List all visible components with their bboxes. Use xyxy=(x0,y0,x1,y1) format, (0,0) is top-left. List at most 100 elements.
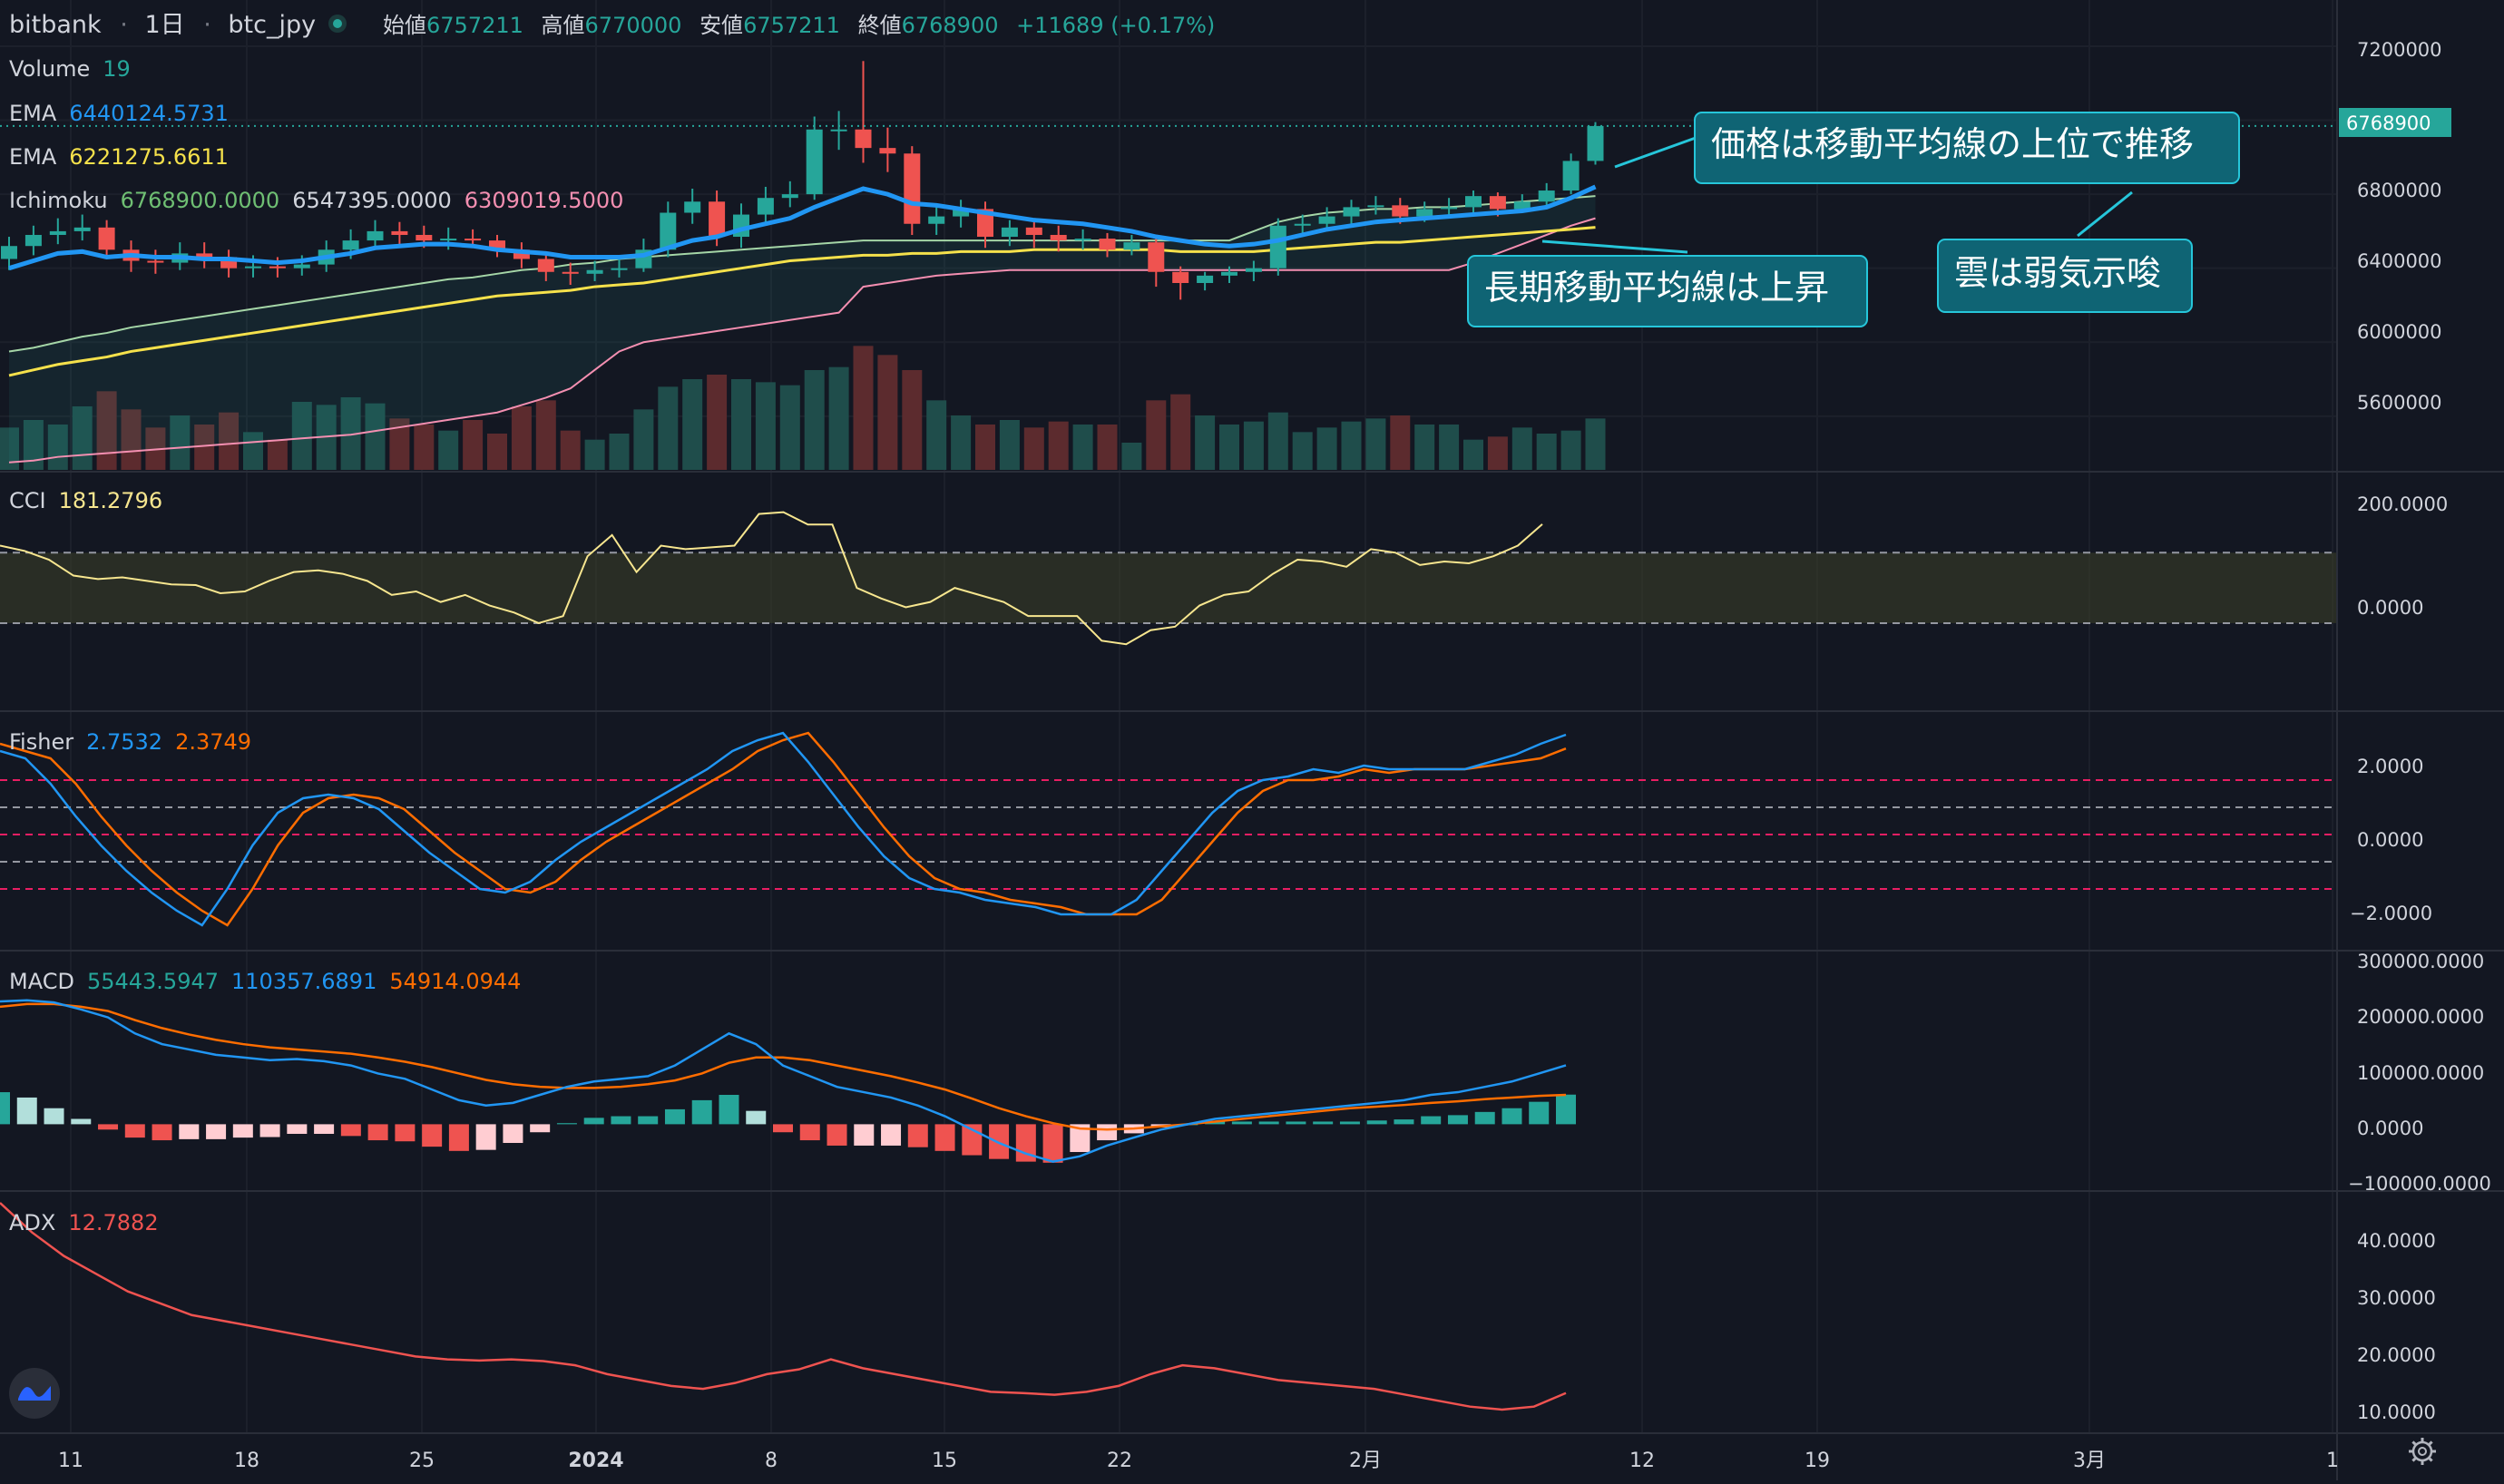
callout-text: 価格は移動平均線の上位で推移 xyxy=(1711,124,2194,164)
price-tick: 6400000 xyxy=(2357,250,2442,272)
cci-tick: 0.0000 xyxy=(2357,597,2423,619)
volume-bar xyxy=(1146,400,1167,470)
candle-body xyxy=(1001,227,1018,238)
adx-pane xyxy=(0,1202,1567,1411)
candle-body xyxy=(391,230,408,235)
candle-body xyxy=(855,129,872,149)
time-label: 12 xyxy=(1629,1450,1655,1472)
volume-bar xyxy=(779,385,800,470)
fisher-tick: 0.0000 xyxy=(2357,829,2423,851)
cci-axis[interactable]: 200.0000 0.0000 xyxy=(2357,493,2448,619)
callout-text: 長期移動平均線は上昇 xyxy=(1484,268,1829,308)
volume-bar xyxy=(1023,427,1044,470)
ichimoku-cloud xyxy=(9,196,1596,463)
macd-legend[interactable]: MACD 55443.5947 110357.6891 54914.0944 xyxy=(9,969,521,994)
volume-bar xyxy=(96,391,117,470)
candle-body xyxy=(1416,209,1433,217)
volume-bar xyxy=(389,418,410,470)
fisher-axis[interactable]: 2.0000 0.0000 −2.0000 xyxy=(2350,756,2432,924)
adx-tick: 10.0000 xyxy=(2357,1401,2436,1423)
candle-body xyxy=(1367,205,1384,208)
macd-histogram-bar xyxy=(989,1124,1010,1159)
candle-body xyxy=(342,240,359,250)
volume-bar xyxy=(1585,418,1606,470)
ema2-legend[interactable]: EMA 6221275.6611 xyxy=(9,144,229,170)
adx-tick: 40.0000 xyxy=(2357,1230,2436,1252)
volume-bar xyxy=(1121,443,1142,470)
candle-body xyxy=(953,209,970,217)
symbol-label: btc_jpy xyxy=(228,11,316,39)
open-label: 始値 xyxy=(383,13,426,38)
candle-body xyxy=(1294,223,1311,226)
adx-legend[interactable]: ADX 12.7882 xyxy=(9,1210,159,1235)
time-axis[interactable]: 11 18 25 2024 8 15 22 2月 12 19 3月 1 xyxy=(58,1450,2339,1472)
svg-text:bitbank · 1日: bitbank · 1日 · btc_jpy xyxy=(9,11,316,39)
macd-histogram-bar xyxy=(664,1108,685,1125)
macd-histogram-bar xyxy=(287,1124,308,1134)
ichimoku-legend[interactable]: Ichimoku 6768900.0000 6547395.0000 6309019.… xyxy=(9,188,623,213)
macd-histogram-bar xyxy=(1070,1124,1091,1153)
volume-bar xyxy=(1463,439,1483,470)
high-label: 高値 xyxy=(542,13,585,38)
volume-bar xyxy=(1316,427,1337,470)
settings-gear-icon[interactable] xyxy=(2409,1438,2436,1465)
high-value: 6770000 xyxy=(585,13,682,38)
close-value: 6768900 xyxy=(902,13,999,38)
macd-histogram-bar xyxy=(395,1124,416,1142)
tradingview-logo-icon[interactable] xyxy=(9,1368,60,1419)
ichimoku-span-a xyxy=(8,195,1596,353)
volume-legend[interactable]: Volume 19 xyxy=(9,56,131,82)
close-label: 終値 xyxy=(858,13,902,38)
candle-body xyxy=(879,148,896,154)
macd-histogram-bar xyxy=(907,1124,928,1147)
adx-tick: 30.0000 xyxy=(2357,1287,2436,1309)
macd-histogram-bar xyxy=(1501,1108,1522,1125)
adx-axis[interactable]: 40.0000 30.0000 20.0000 10.0000 xyxy=(2357,1230,2436,1423)
macd-histogram-bar xyxy=(1339,1121,1360,1125)
macd-histogram-bar xyxy=(583,1118,604,1125)
interval-label: 1日 xyxy=(144,11,184,39)
ema1-legend[interactable]: EMA 6440124.5731 xyxy=(9,101,229,126)
adx-tick: 20.0000 xyxy=(2357,1344,2436,1366)
volume-bar xyxy=(828,366,849,470)
callout-cloud-bearish[interactable]: 雲は弱気示唆 xyxy=(1937,239,2193,313)
time-label: 2月 xyxy=(1349,1450,1382,1472)
volume-bar xyxy=(1487,436,1508,470)
candle-body xyxy=(269,266,286,268)
candle-body xyxy=(1318,216,1335,224)
candle-body xyxy=(537,259,554,272)
open-value: 6757211 xyxy=(426,13,523,38)
macd-histogram-bar xyxy=(1421,1116,1442,1125)
candle-body xyxy=(904,153,921,224)
macd-axis[interactable]: 300000.0000 200000.0000 100000.0000 0.00… xyxy=(2348,951,2491,1195)
price-axis[interactable]: 7200000 6800000 6800000 6400000 6000000 … xyxy=(2357,39,2442,414)
change-value: +11689 (+0.17%) xyxy=(1016,13,1215,38)
volume-bar xyxy=(1341,421,1362,470)
indicator-legends: Volume 19 EMA 6440124.5731 EMA 6221275.6611… xyxy=(9,56,623,1235)
volume-bar xyxy=(121,409,142,470)
candle-body xyxy=(1562,161,1580,191)
callout-long-ma-rising[interactable]: 長期移動平均線は上昇 xyxy=(1467,255,1868,327)
volume-bar xyxy=(609,434,630,470)
fisher-legend[interactable]: Fisher 2.7532 2.3749 xyxy=(9,729,251,755)
candle-body xyxy=(98,227,115,250)
time-label: 2024 xyxy=(568,1450,623,1472)
candle-body xyxy=(781,194,798,199)
volume-bar xyxy=(365,403,386,470)
callout-price-above-ma[interactable]: 価格は移動平均線の上位で推移 xyxy=(1694,112,2240,184)
candle-body xyxy=(1172,271,1189,283)
volume-bar xyxy=(267,439,288,470)
macd-tick: 100000.0000 xyxy=(2357,1062,2484,1084)
cci-legend[interactable]: CCI 181.2796 xyxy=(9,488,162,513)
volume-bar xyxy=(194,425,215,470)
volume-bar xyxy=(23,420,44,470)
volume-bar xyxy=(1511,427,1532,470)
candle-body xyxy=(1343,207,1360,217)
candle-body xyxy=(1197,275,1214,283)
volume-bar xyxy=(877,355,898,470)
ichimoku-span-b xyxy=(8,217,1596,464)
volume-bar xyxy=(438,430,459,470)
time-label: 3月 xyxy=(2073,1450,2106,1472)
